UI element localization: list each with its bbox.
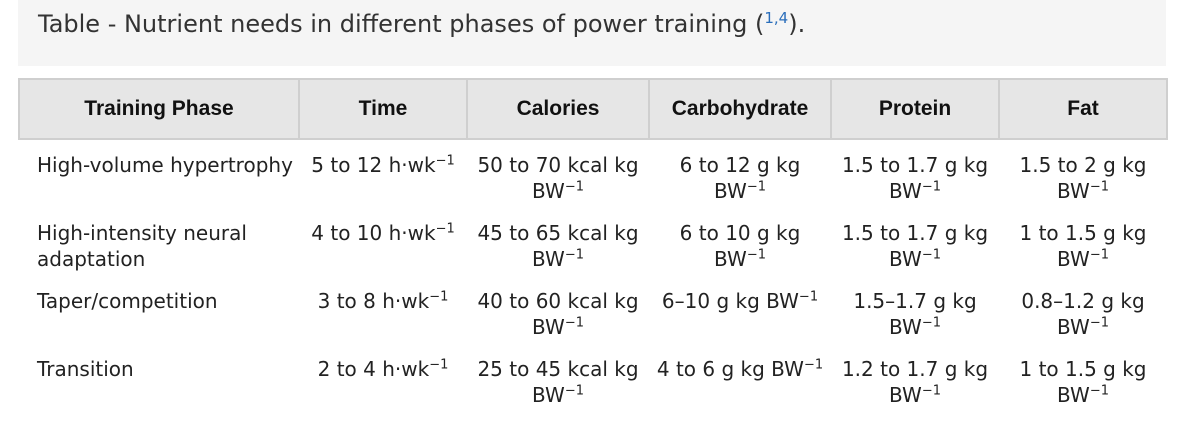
cell-protein: 1.5–1.7 g kg BW−1 xyxy=(831,276,999,344)
header-fat: Fat xyxy=(998,78,1168,140)
cell-phase: Transition xyxy=(37,357,134,381)
value-time: 2 to 4 h·wk xyxy=(317,357,430,381)
cell-fat: 0.8–1.2 g kg BW−1 xyxy=(999,276,1167,344)
exponent: −1 xyxy=(921,315,941,331)
value-time: 4 to 10 h·wk xyxy=(311,221,436,245)
exponent: −1 xyxy=(921,247,941,263)
exponent: −1 xyxy=(921,179,941,195)
exponent: −1 xyxy=(435,221,455,237)
cell-protein: 1.2 to 1.7 g kg BW−1 xyxy=(831,344,999,412)
cell-protein: 1.5 to 1.7 g kg BW−1 xyxy=(831,208,999,276)
exponent: −1 xyxy=(921,383,941,399)
value-calories: 40 to 60 kcal kg BW xyxy=(477,289,639,339)
table-row: Transition 2 to 4 h·wk−1 25 to 45 kcal k… xyxy=(19,344,1167,412)
value-protein: 1.5 to 1.7 g kg BW xyxy=(841,221,989,271)
exponent: −1 xyxy=(1089,179,1109,195)
exponent: −1 xyxy=(1089,383,1109,399)
table-row: High-intensity neural adaptation 4 to 10… xyxy=(19,208,1167,276)
exponent: −1 xyxy=(803,357,824,373)
exponent: −1 xyxy=(429,289,449,305)
value-carbohydrate: 6 to 10 g kg BW xyxy=(679,221,801,271)
cell-calories: 40 to 60 kcal kg BW−1 xyxy=(467,276,649,344)
cell-carbohydrate: 6 to 12 g kg BW−1 xyxy=(649,139,831,208)
header-calories: Calories xyxy=(466,78,650,140)
table-row: Taper/competition 3 to 8 h·wk−1 40 to 60… xyxy=(19,276,1167,344)
value-carbohydrate: 6–10 g kg BW xyxy=(661,289,799,313)
value-protein: 1.2 to 1.7 g kg BW xyxy=(841,357,989,407)
cell-calories: 25 to 45 kcal kg BW−1 xyxy=(467,344,649,412)
value-time: 5 to 12 h·wk xyxy=(311,153,436,177)
value-fat: 0.8–1.2 g kg BW xyxy=(1021,289,1145,339)
caption-suffix: ). xyxy=(788,10,806,38)
cell-carbohydrate: 6 to 10 g kg BW−1 xyxy=(649,208,831,276)
value-fat: 1 to 1.5 g kg BW xyxy=(1019,221,1147,271)
nutrient-table-container: Training Phase Time Calories Carbohydrat… xyxy=(18,78,1168,412)
cell-time: 4 to 10 h·wk−1 xyxy=(299,208,467,276)
cell-carbohydrate: 6–10 g kg BW−1 xyxy=(649,276,831,344)
nutrient-table: Training Phase Time Calories Carbohydrat… xyxy=(18,78,1168,412)
exponent: −1 xyxy=(746,247,766,263)
value-calories: 25 to 45 kcal kg BW xyxy=(477,357,639,407)
exponent: −1 xyxy=(564,315,584,331)
value-calories: 50 to 70 kcal kg BW xyxy=(477,153,639,203)
citation-link[interactable]: 1,4 xyxy=(764,9,789,27)
exponent: −1 xyxy=(1089,247,1109,263)
cell-phase: High-intensity neural adaptation xyxy=(37,221,247,271)
value-protein: 1.5–1.7 g kg BW xyxy=(853,289,977,339)
header-protein: Protein xyxy=(830,78,1000,140)
value-calories: 45 to 65 kcal kg BW xyxy=(477,221,639,271)
value-fat: 1 to 1.5 g kg BW xyxy=(1019,357,1147,407)
table-row: High-volume hypertrophy 5 to 12 h·wk−1 5… xyxy=(19,139,1167,208)
value-carbohydrate: 6 to 12 g kg BW xyxy=(679,153,801,203)
cell-phase: High-volume hypertrophy xyxy=(37,153,293,177)
cell-time: 5 to 12 h·wk−1 xyxy=(299,139,467,208)
value-time: 3 to 8 h·wk xyxy=(317,289,430,313)
exponent: −1 xyxy=(435,153,455,169)
caption-text: Table - Nutrient needs in different phas… xyxy=(38,10,765,38)
cell-time: 2 to 4 h·wk−1 xyxy=(299,344,467,412)
exponent: −1 xyxy=(564,247,584,263)
cell-carbohydrate: 4 to 6 g kg BW−1 xyxy=(649,344,831,412)
header-carbohydrate: Carbohydrate xyxy=(648,78,832,140)
value-fat: 1.5 to 2 g kg BW xyxy=(1019,153,1147,203)
cell-fat: 1 to 1.5 g kg BW−1 xyxy=(999,208,1167,276)
cell-protein: 1.5 to 1.7 g kg BW−1 xyxy=(831,139,999,208)
cell-fat: 1 to 1.5 g kg BW−1 xyxy=(999,344,1167,412)
cell-fat: 1.5 to 2 g kg BW−1 xyxy=(999,139,1167,208)
exponent: −1 xyxy=(1089,315,1109,331)
header-training-phase: Training Phase xyxy=(18,78,300,140)
cell-time: 3 to 8 h·wk−1 xyxy=(299,276,467,344)
cell-phase: Taper/competition xyxy=(37,289,218,313)
value-protein: 1.5 to 1.7 g kg BW xyxy=(841,153,989,203)
exponent: −1 xyxy=(429,357,449,373)
exponent: −1 xyxy=(746,179,766,195)
exponent: −1 xyxy=(798,289,819,305)
value-carbohydrate: 4 to 6 g kg BW xyxy=(656,357,804,381)
table-header-row: Training Phase Time Calories Carbohydrat… xyxy=(18,78,1168,140)
exponent: −1 xyxy=(564,179,584,195)
table-caption: Table - Nutrient needs in different phas… xyxy=(18,0,1166,66)
header-time: Time xyxy=(298,78,468,140)
exponent: −1 xyxy=(564,383,584,399)
cell-calories: 50 to 70 kcal kg BW−1 xyxy=(467,139,649,208)
cell-calories: 45 to 65 kcal kg BW−1 xyxy=(467,208,649,276)
